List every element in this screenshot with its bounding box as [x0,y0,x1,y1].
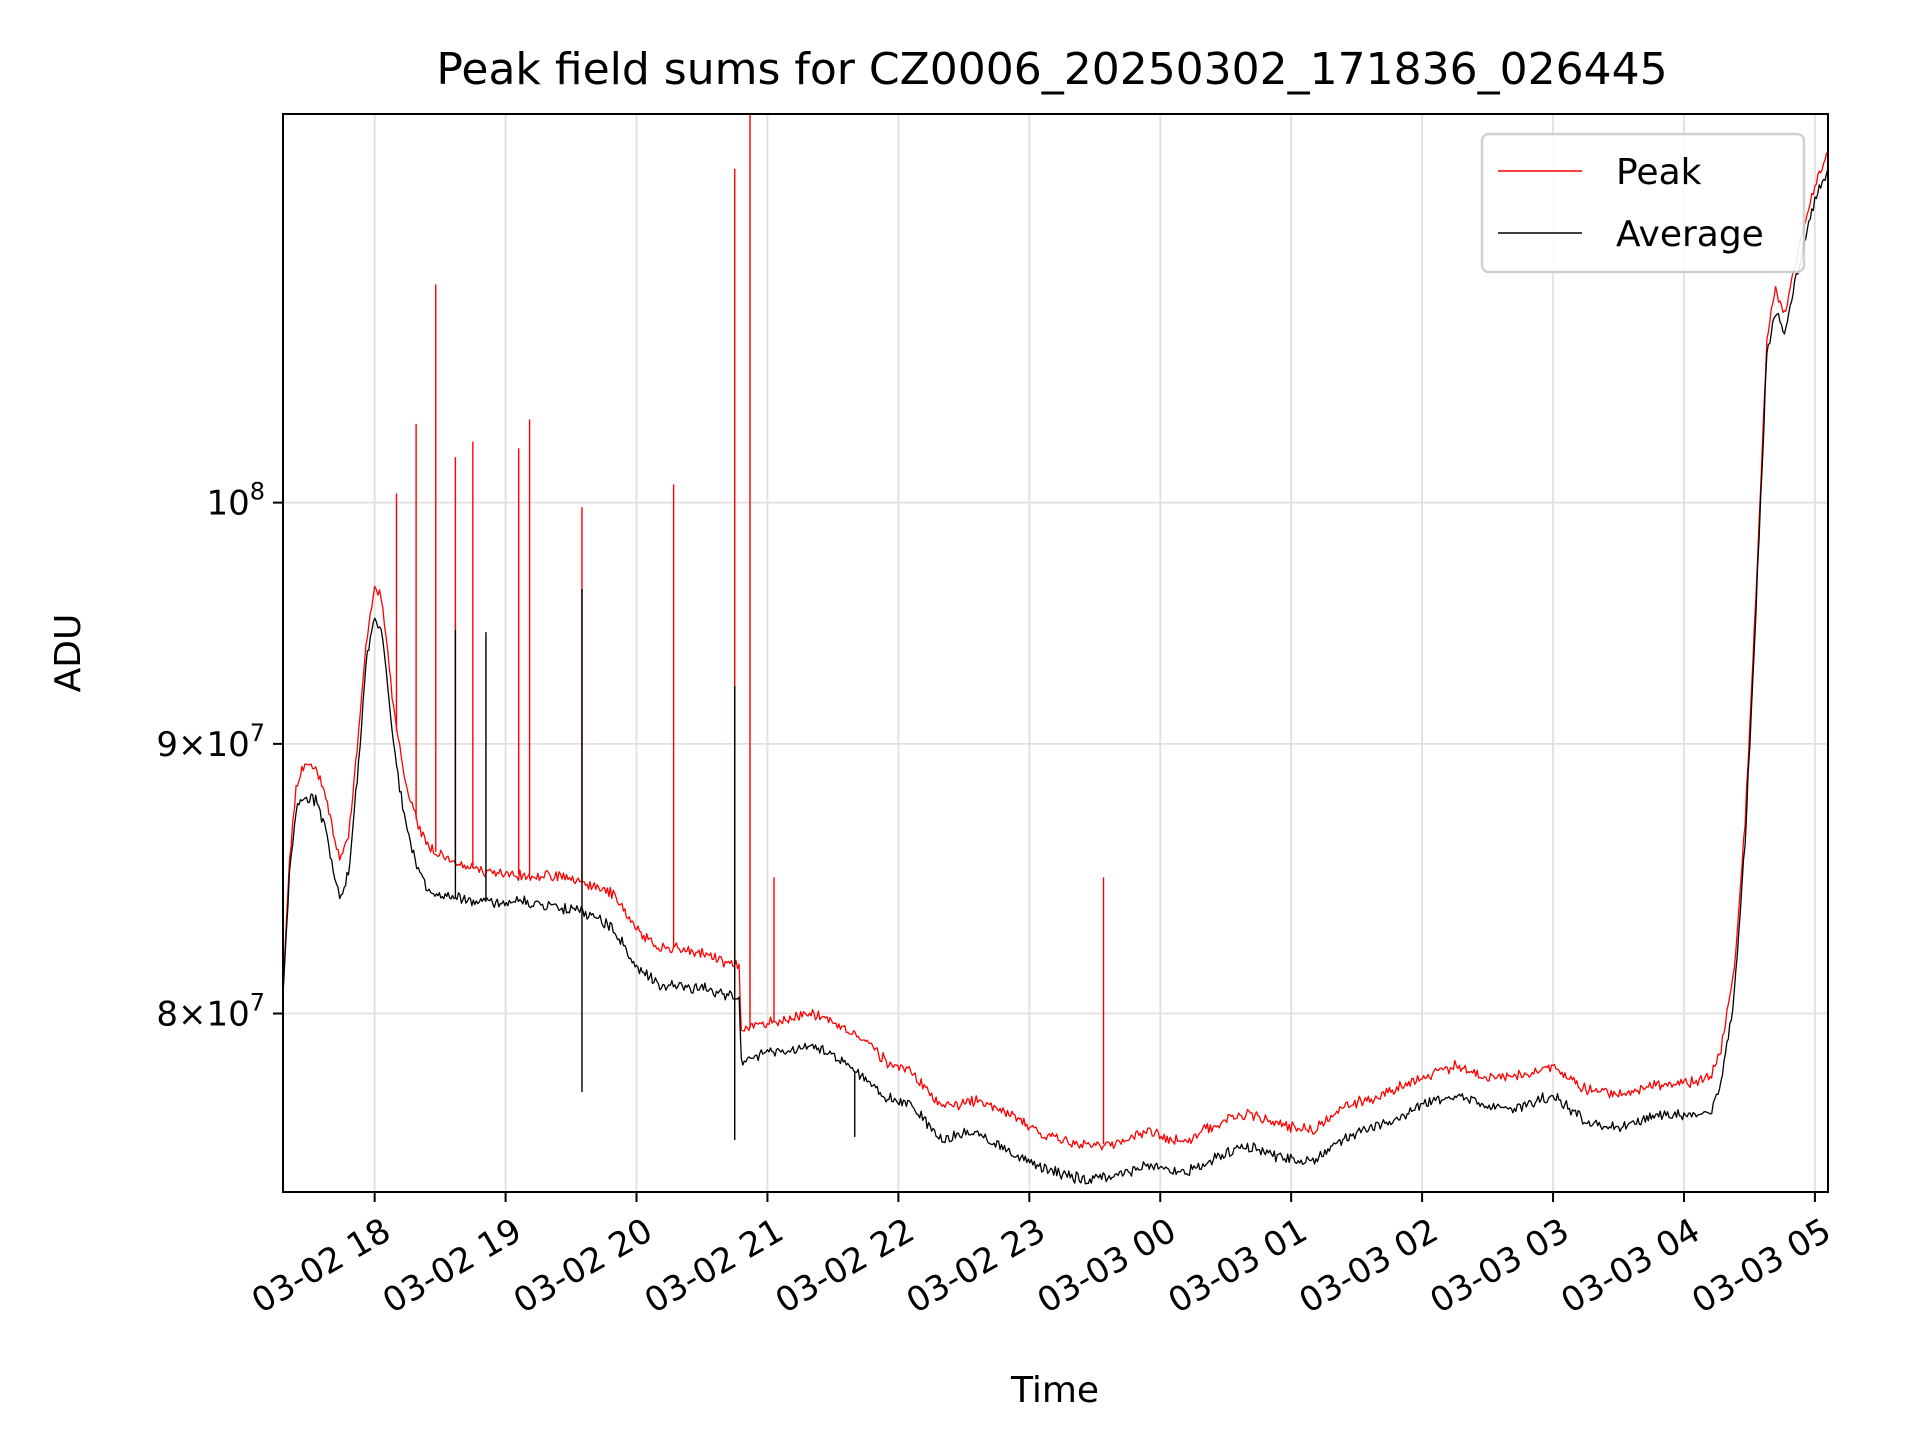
y-tick-label: 8×107 [156,989,265,1035]
plot-frame [282,113,1829,1193]
y-axis-label: ADU [48,614,89,693]
y-tick-label: 108 [206,478,265,524]
legend-average-label: Average [1616,214,1764,255]
legend: Peak Average [1480,132,1806,274]
x-axis-label: Time [1010,1370,1099,1411]
y-tick-label: 9×107 [156,719,265,765]
legend-box [1480,132,1806,274]
chart-title: Peak field sums for CZ0006_20250302_1718… [436,44,1667,95]
series-line-average [282,168,1829,1185]
series-line-peak [282,152,1829,1151]
grid-lines [283,114,1828,1192]
legend-peak-label: Peak [1616,152,1702,193]
plot-series [282,114,1829,1185]
